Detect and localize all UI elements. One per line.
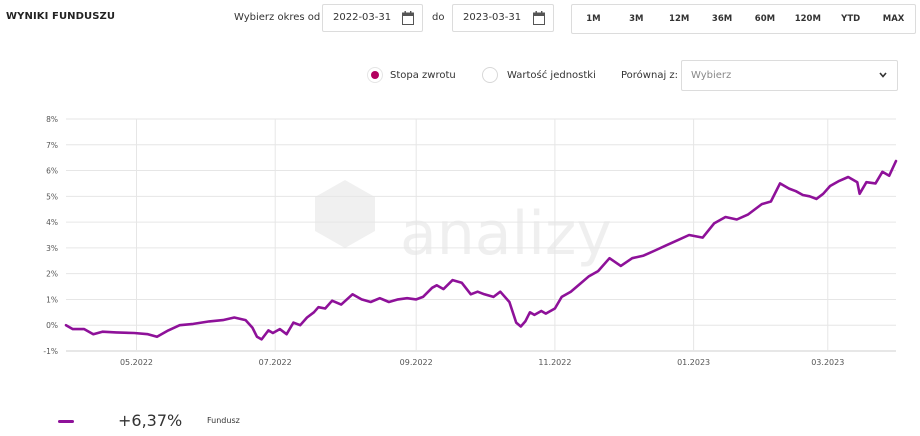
page-title: WYNIKI FUNDUSZU xyxy=(6,11,116,22)
x-tick-label: 11.2022 xyxy=(538,358,571,367)
return-rate-label: Stopa zwrotu xyxy=(390,70,456,81)
period-button-max[interactable]: MAX xyxy=(882,14,905,24)
date-from-label: Wybierz okres od xyxy=(234,12,321,23)
date-to-label: do xyxy=(432,12,445,23)
date-to-field[interactable]: 2023-03-31 xyxy=(452,4,554,32)
y-tick-label: 1% xyxy=(46,295,58,304)
date-from-field[interactable]: 2022-03-31 xyxy=(322,4,423,32)
y-tick-label: 5% xyxy=(46,192,58,201)
y-tick-label: -1% xyxy=(43,347,58,356)
calendar-icon[interactable] xyxy=(533,11,545,25)
x-tick-label: 01.2023 xyxy=(677,358,710,367)
legend-swatch xyxy=(58,420,74,423)
period-button-3m[interactable]: 3M xyxy=(629,14,644,24)
watermark-logo: analizy xyxy=(315,180,612,269)
x-tick-label: 05.2022 xyxy=(120,358,153,367)
unit-value-radio[interactable] xyxy=(482,67,498,83)
y-tick-label: 0% xyxy=(46,321,58,330)
x-tick-label: 07.2022 xyxy=(259,358,292,367)
unit-value-label: Wartość jednostki xyxy=(507,70,596,81)
legend-return-value: +6,37% xyxy=(118,411,183,430)
compare-select-value: Wybierz xyxy=(691,70,732,81)
y-tick-label: 7% xyxy=(46,141,58,150)
fund-performance-chart: analizy 8% 7% 6% 5% 4% 3% 2% 1% 0% -1% 05.2022 07.… xyxy=(43,115,898,367)
svg-text:analizy: analizy xyxy=(400,199,612,269)
period-selector: 1M 3M 12M 36M 60M 120M YTD MAX xyxy=(571,4,916,34)
y-tick-label: 3% xyxy=(46,244,58,253)
return-rate-radio[interactable] xyxy=(367,67,383,83)
compare-select[interactable]: Wybierz xyxy=(681,60,898,91)
y-tick-label: 2% xyxy=(46,270,58,279)
period-button-60m[interactable]: 60M xyxy=(754,14,776,24)
period-button-12m[interactable]: 12M xyxy=(669,14,690,24)
y-tick-label: 6% xyxy=(46,167,58,176)
period-button-ytd[interactable]: YTD xyxy=(841,14,861,24)
calendar-icon[interactable] xyxy=(402,11,414,25)
period-button-120m[interactable]: 120M xyxy=(794,14,821,24)
x-tick-label: 09.2022 xyxy=(400,358,433,367)
y-tick-label: 8% xyxy=(46,115,58,124)
legend-series-name: Fundusz xyxy=(207,416,240,425)
date-from-value: 2022-03-31 xyxy=(333,12,392,23)
period-button-36m[interactable]: 36M xyxy=(711,14,733,24)
date-to-value: 2023-03-31 xyxy=(463,12,522,23)
compare-label: Porównaj z: xyxy=(621,70,679,81)
series-line-fundusz xyxy=(64,159,898,341)
period-button-1m[interactable]: 1M xyxy=(586,14,601,24)
chevron-down-icon xyxy=(879,72,887,78)
y-tick-label: 4% xyxy=(46,218,58,227)
x-tick-label: 03.2023 xyxy=(811,358,844,367)
